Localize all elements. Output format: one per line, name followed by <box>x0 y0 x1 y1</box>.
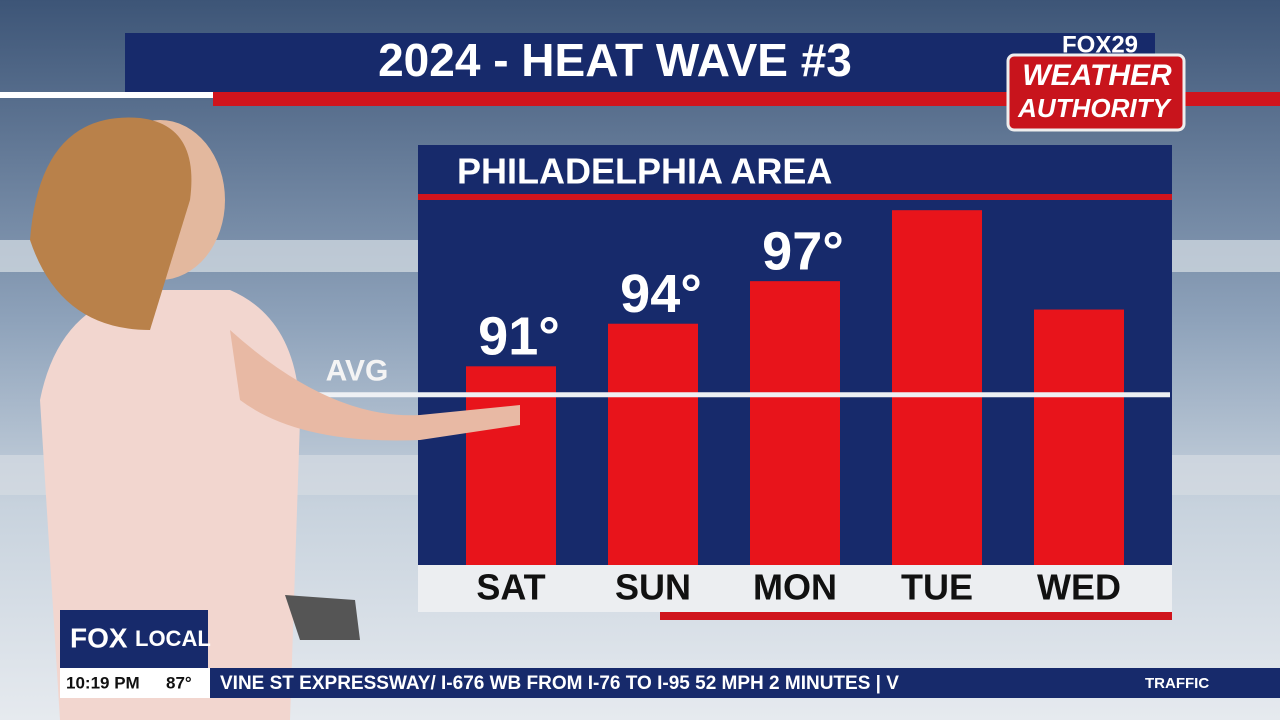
panel-divider <box>418 194 1172 200</box>
logo-box <box>1006 53 1186 132</box>
reference-label: AVG <box>326 355 389 388</box>
x-tick-label: WED <box>1037 567 1121 608</box>
temperature: 87° <box>166 673 192 692</box>
value-label: 97° <box>762 221 844 281</box>
chart-title: 2024 - HEAT WAVE #3 <box>378 34 852 86</box>
ticker-tag-box <box>1110 668 1280 698</box>
station-box <box>60 610 208 668</box>
accent-line <box>0 92 213 98</box>
accent-line <box>660 612 1172 620</box>
plot: SAT 91° SUN 94° MON 97° TUE WED AVG <box>312 210 1170 608</box>
station-b: LOCAL <box>135 626 211 651</box>
time-box <box>60 668 210 698</box>
category-strip <box>418 565 1172 612</box>
x-tick-label: SUN <box>615 567 691 608</box>
ticker-bar <box>60 668 1280 698</box>
logo-mid: WEATHER <box>1022 59 1172 92</box>
station-a: FOX <box>70 622 128 653</box>
bar <box>892 210 982 565</box>
bar <box>608 323 698 565</box>
title-banner <box>125 33 1155 92</box>
logo-top: FOX29 <box>1062 31 1138 58</box>
chart-subtitle: PHILADELPHIA AREA <box>457 151 832 192</box>
bar <box>1034 309 1124 565</box>
ticker-tag: TRAFFIC <box>1145 675 1209 692</box>
x-tick-label: SAT <box>476 567 545 608</box>
logo-bottom: AUTHORITY <box>1017 93 1172 123</box>
x-tick-label: TUE <box>901 567 973 608</box>
value-label: 91° <box>478 307 560 367</box>
bar <box>750 281 840 565</box>
bar <box>466 366 556 565</box>
x-tick-label: MON <box>753 567 837 608</box>
ticker-text: VINE ST EXPRESSWAY/ I-676 WB FROM I-76 T… <box>220 673 899 694</box>
value-label: 94° <box>620 264 702 324</box>
time: 10:19 PM <box>66 673 140 692</box>
